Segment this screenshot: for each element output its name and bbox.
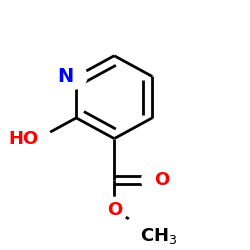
Text: HO: HO [8, 130, 38, 148]
Text: O: O [107, 201, 122, 219]
Text: N: N [58, 67, 74, 86]
Text: O: O [154, 171, 170, 189]
Circle shape [127, 214, 154, 239]
Circle shape [142, 168, 168, 193]
Text: CH$_3$: CH$_3$ [140, 226, 178, 246]
Circle shape [25, 126, 51, 151]
Circle shape [101, 197, 127, 223]
Circle shape [61, 64, 87, 89]
